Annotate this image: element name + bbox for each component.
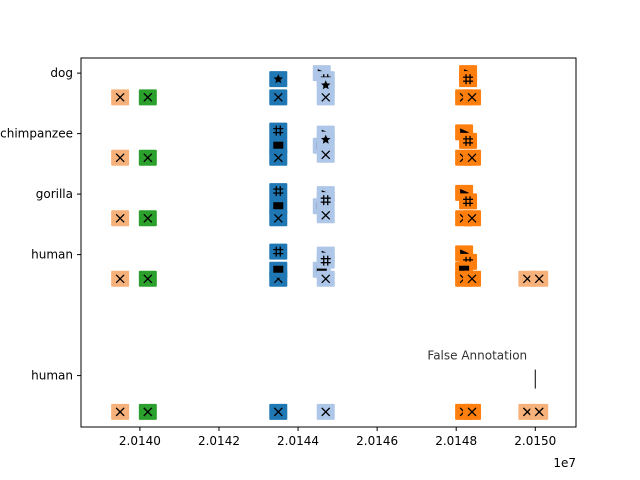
- data-point-star: [316, 131, 335, 148]
- annotation-text: False Annotation: [427, 349, 527, 363]
- data-point-star: [316, 77, 335, 94]
- data-point-x: [463, 270, 482, 287]
- data-point-x: [463, 403, 482, 420]
- y-tick-label: dog: [50, 66, 73, 80]
- data-point-x: [111, 210, 130, 227]
- annotation-layer: False Annotation: [427, 349, 536, 389]
- data-point-x: [111, 89, 130, 106]
- points-layer: [111, 65, 549, 420]
- x-offset-label: 1e7: [553, 456, 576, 470]
- data-point-x: [316, 146, 335, 163]
- data-point-plus: [459, 132, 478, 149]
- data-point-x: [316, 89, 335, 106]
- data-point-square: [269, 198, 288, 215]
- data-point-x: [269, 149, 288, 166]
- y-tick-label: chimpanzee: [0, 127, 73, 141]
- data-point-plus: [269, 183, 288, 200]
- y-tick-label: human: [31, 248, 73, 262]
- data-point-x: [269, 210, 288, 227]
- data-point-square: [269, 137, 288, 154]
- data-point-x: [463, 89, 482, 106]
- x-tick-label: 2.0148: [435, 434, 477, 448]
- data-point-x: [316, 270, 335, 287]
- data-point-x: [269, 403, 288, 420]
- data-point-x: [138, 89, 157, 106]
- data-point-x: [138, 403, 157, 420]
- data-point-x: [111, 403, 130, 420]
- data-point-x: [316, 207, 335, 224]
- x-tick-label: 2.0146: [356, 434, 398, 448]
- data-point-x: [316, 403, 335, 420]
- data-point-plus: [459, 71, 478, 88]
- data-point-plus: [269, 122, 288, 139]
- data-point-x: [111, 149, 130, 166]
- data-point-x: [138, 270, 157, 287]
- data-point-x: [138, 210, 157, 227]
- data-point-x: [111, 270, 130, 287]
- data-point-plus: [269, 243, 288, 260]
- data-point-x: [138, 149, 157, 166]
- data-point-star: [269, 71, 288, 88]
- y-tick-label: human: [31, 369, 73, 383]
- data-point-plus: [459, 193, 478, 210]
- data-point-plus: [316, 192, 335, 209]
- y-tick-label: gorilla: [36, 187, 73, 201]
- data-point-x: [269, 89, 288, 106]
- plot-frame: [80, 57, 577, 428]
- data-point-square: [269, 261, 288, 278]
- data-point-plus: [316, 252, 335, 269]
- x-tick-label: 2.0144: [277, 434, 319, 448]
- ticks-layer: 2.0140 2.0142 2.0144 2.0146 2.0148 2.0150 dog c…: [0, 66, 556, 448]
- data-point-x: [530, 270, 549, 287]
- data-point-x: [463, 149, 482, 166]
- data-point-x: [463, 210, 482, 227]
- x-tick-label: 2.0140: [119, 434, 161, 448]
- data-point-x: [530, 403, 549, 420]
- x-tick-label: 2.0150: [514, 434, 556, 448]
- x-tick-label: 2.0142: [198, 434, 240, 448]
